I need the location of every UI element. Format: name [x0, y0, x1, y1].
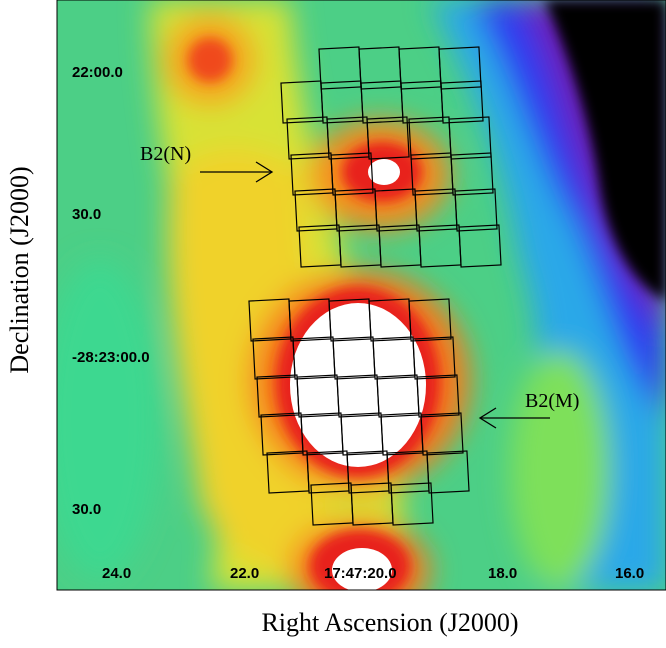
x-tick-label: 18.0 — [488, 565, 517, 582]
x-axis-label: Right Ascension (J2000) — [261, 608, 519, 637]
footprint-grid — [248, 46, 502, 526]
annotation-b2n: B2(N) — [140, 143, 191, 165]
footprint-box — [448, 116, 492, 160]
footprint-box — [438, 46, 482, 90]
annotation-b2m: B2(M) — [525, 390, 579, 412]
y-tick-label: 22:00.0 — [72, 64, 123, 81]
footprint-box — [450, 152, 494, 196]
annotation-arrows — [200, 161, 550, 429]
y-tick-label: -28:23:00.0 — [72, 349, 150, 366]
intensity-map — [57, 0, 666, 590]
footprint-box — [440, 80, 484, 124]
y-tick-label: 30.0 — [72, 206, 101, 223]
y-axis-label: Declination (J2000) — [5, 166, 34, 374]
footprint-box — [330, 152, 374, 196]
y-tick-label: 30.0 — [72, 501, 101, 518]
footprint-box — [366, 116, 410, 160]
footprint-box — [458, 224, 502, 268]
x-tick-label: 16.0 — [615, 565, 644, 582]
footprint-box — [408, 298, 452, 342]
footprint-box — [420, 412, 464, 456]
x-tick-label: 17:47:20.0 — [324, 565, 397, 582]
footprint-box — [412, 336, 456, 380]
image-frame — [56, 0, 666, 591]
footprint-box — [454, 188, 498, 232]
footprint-box — [416, 374, 460, 418]
x-tick-label: 22.0 — [230, 565, 259, 582]
footprint-box — [426, 450, 470, 494]
x-tick-label: 24.0 — [102, 565, 131, 582]
footprint-box — [390, 482, 434, 526]
